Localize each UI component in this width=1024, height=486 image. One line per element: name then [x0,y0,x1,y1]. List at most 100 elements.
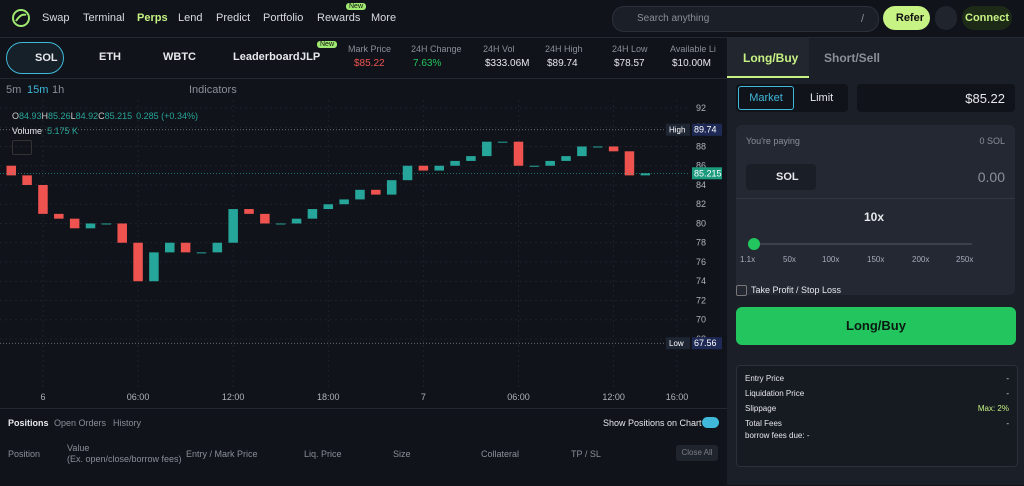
candle [640,173,651,176]
price-tag [666,123,690,136]
leverage-handle[interactable] [748,238,760,250]
order-type-label: Market [749,92,783,104]
stat-label: 24H High [545,44,583,54]
ohlc-item: 84.93 [19,111,42,121]
x-tick-label: 06:00 [127,392,150,402]
candle [275,223,286,225]
nav-item[interactable]: Terminal [83,12,125,24]
info-value: Max: 2% [977,404,1009,413]
price-tag-label: Low [669,339,684,348]
stat-value: $10.00M [672,58,711,69]
info-label: Slippage [745,404,777,413]
order-type-toggle: Market Limit [736,84,848,112]
stat-label: 24H Change [411,44,462,54]
positions-tab[interactable]: History [113,418,142,428]
market-tab[interactable]: SOL [6,42,64,74]
candle [482,141,492,157]
token-select[interactable]: SOL [746,164,816,190]
interval[interactable]: 5m [6,84,22,96]
tpsl-label: Take Profit / Stop Loss [751,285,842,295]
market-tab-label[interactable]: ETH [99,51,121,63]
market-tab-label[interactable]: WBTC [163,51,196,63]
amount[interactable]: 0.00 [977,169,1005,185]
nav-item[interactable]: Predict [216,12,251,24]
volume-value: 5.175 K [47,126,79,136]
positions-tab[interactable]: Open Orders [54,418,107,428]
candle [101,223,112,225]
price-tag-label: High [669,126,685,135]
info-value: - [1006,374,1009,383]
price-tag [692,167,722,180]
borrow-fees: borrow fees due: - [745,431,810,440]
nav-item[interactable]: Perps [137,12,168,24]
candle [38,184,48,214]
logo[interactable] [12,9,30,27]
nav-item[interactable]: More [371,12,397,24]
candle [624,151,635,176]
ohlc-item: C [98,111,105,121]
ohlc-legend: O84.93H85.26L84.92C85.215 0.285 (+0.34%) [12,111,198,121]
interval[interactable]: 1h [52,84,65,96]
positions-tab[interactable]: Positions [8,418,49,428]
close-all-button[interactable]: Close All [676,445,718,461]
ohlc-item: 85.215 [104,111,133,121]
long-tab-label: Long/Buy [743,51,799,65]
collapse-button[interactable] [12,140,32,155]
candle [22,175,32,185]
nav-item[interactable]: Rewards [317,12,361,24]
leaderboard-link[interactable]: Leaderboard [233,51,300,63]
column-header: Collateral [481,449,520,459]
stat-value: $89.74 [547,58,578,69]
connect-button[interactable]: Connect [962,6,1012,30]
y-tick-label: 86 [696,161,706,171]
candle [260,213,270,224]
nav-item[interactable]: Swap [42,12,70,24]
candle [212,242,223,253]
stat-value: 7.63% [413,58,442,69]
candle [323,204,334,210]
y-tick-label: 72 [696,295,706,305]
new-badge: New [317,41,338,48]
toggle[interactable] [702,417,719,428]
order-type[interactable]: Limit [810,92,834,104]
column-header: Position [8,449,41,459]
stat-label: Available Li [670,44,716,54]
candle [165,242,175,253]
long-tab[interactable]: Long/Buy [727,38,809,78]
submit-label: Long/Buy [846,318,906,333]
candle [291,218,302,224]
price-field[interactable]: $85.22 [857,84,1015,112]
leverage-tick: 150x [867,255,885,264]
tpsl-checkbox[interactable] [736,285,747,296]
column-header: Entry / Mark Price [186,449,258,459]
candle [513,141,524,166]
refer-button[interactable]: Refer [883,6,930,30]
candle [497,141,508,143]
candle [371,189,381,195]
search-box[interactable]: Search anything / [612,6,879,32]
nav-item[interactable]: Portfolio [263,12,304,24]
stat-label: Mark Price [348,44,392,54]
interval[interactable]: 15m [27,84,49,96]
connect-label: Connect [965,12,1009,24]
indicators-button[interactable]: Indicators [189,84,237,96]
price-tag-value: 67.56 [694,338,717,348]
balance: 0 SOL [979,136,1005,146]
short-tab[interactable]: Short/Sell [824,51,881,65]
divider [736,198,1015,199]
jlp-link[interactable]: JLP [300,51,321,63]
x-tick-label: 06:00 [507,392,530,402]
pay-box: You're paying 0 SOL SOL 0.00 10x 1.1x 50x… [736,125,1015,295]
price-chart: 68707274767880828486889092606:0012:0018:… [0,100,722,402]
candle [355,189,365,200]
submit-button[interactable]: Long/Buy [736,307,1016,345]
stat-value: $333.06M [485,58,530,69]
info-label: Liquidation Price [745,389,805,398]
leverage-value: 10x [864,210,885,224]
candle [196,252,207,254]
order-type[interactable]: Market [738,86,794,110]
settings-button[interactable] [935,6,957,30]
nav-item[interactable]: Lend [178,12,203,24]
x-tick-label: 6 [40,392,45,402]
candle [577,146,587,157]
